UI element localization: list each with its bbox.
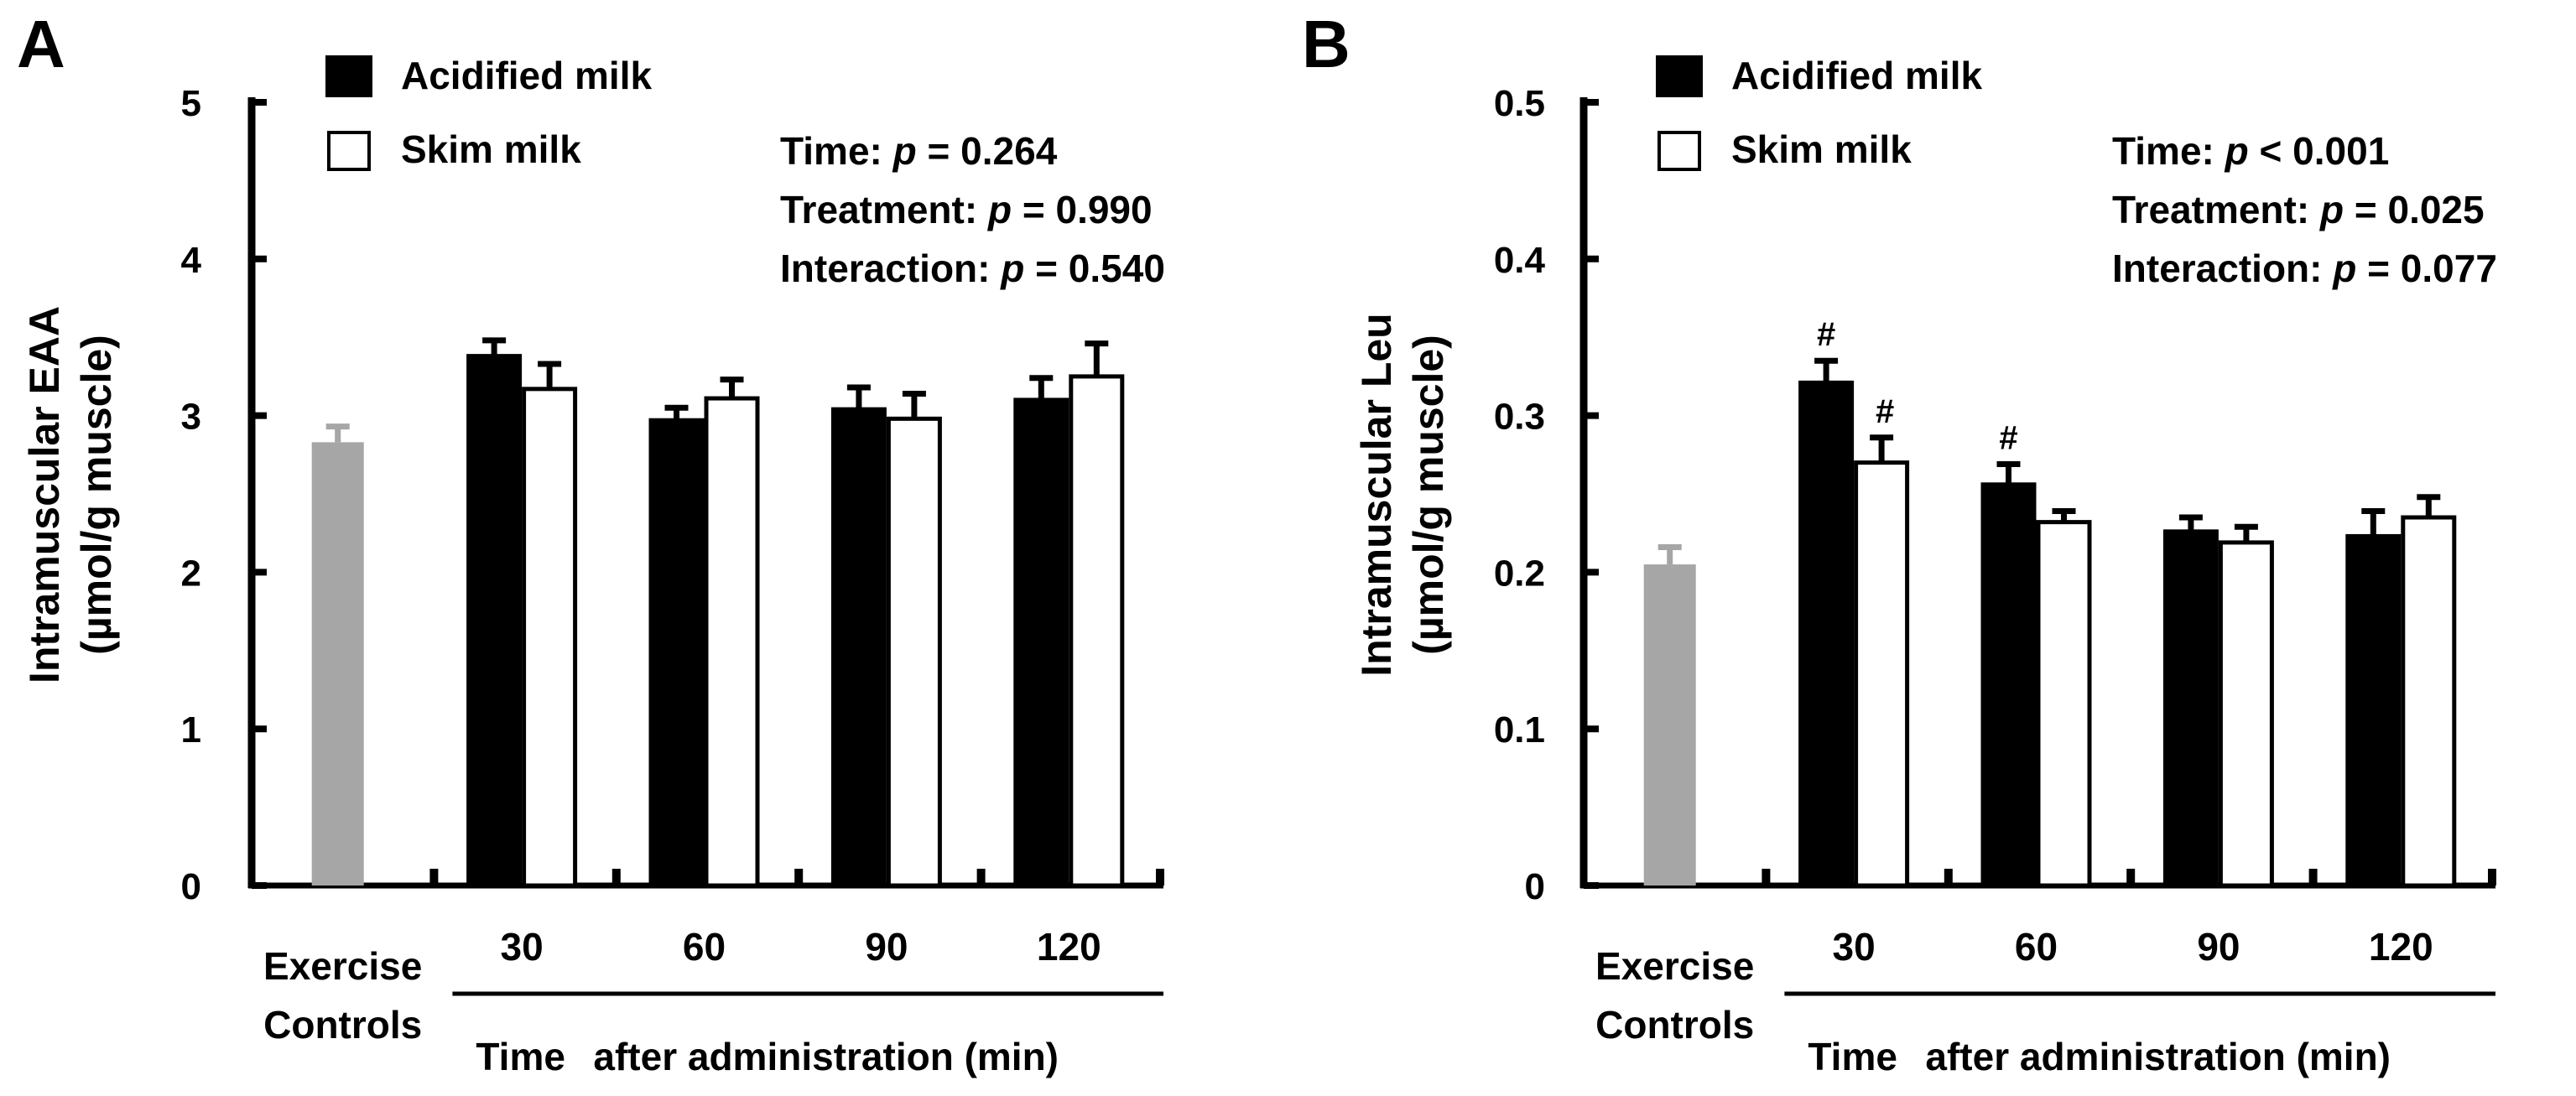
y-tick-label: 0.2 <box>1494 553 1545 594</box>
x-category-label: 90 <box>2197 925 2240 969</box>
y-tick-label: 3 <box>181 397 201 438</box>
bar-skim-milk <box>2401 515 2457 888</box>
y-axis-unit-label: (µmol/g muscle) <box>73 335 120 655</box>
y-tick-label: 0.3 <box>1494 397 1545 438</box>
x-category-label: 30 <box>1833 925 1876 969</box>
stat-annotation: Time: p < 0.001 <box>2112 129 2389 173</box>
y-tick-label: 4 <box>181 240 202 281</box>
panel-label: B <box>1302 7 1350 81</box>
bar-skim-milk <box>1069 374 1125 888</box>
bar-skim-milk <box>2218 540 2274 888</box>
bar-skim-milk <box>2036 520 2092 888</box>
y-axis-label: Intramuscular EAA <box>21 306 68 683</box>
legend-label-acidified-milk: Acidified milk <box>1731 54 1982 97</box>
bar-acidified-milk <box>1798 380 1855 888</box>
legend-label-skim-milk: Skim milk <box>401 127 581 171</box>
x-category-label: 120 <box>1037 925 1101 969</box>
legend-swatch-skim-milk <box>1657 131 1701 171</box>
significance-mark: # <box>1999 420 2017 457</box>
y-tick-label: 0.5 <box>1494 83 1545 124</box>
y-axis-label: Intramuscular Leu <box>1353 313 1400 676</box>
y-tick-label: 0.1 <box>1494 709 1545 751</box>
panel-a: A 0 1 2 3 4 5 Intramuscular EAA (µmol/g muscle) 3… <box>17 7 1165 1078</box>
legend-swatch-acidified-milk <box>1656 55 1703 97</box>
y-tick-label: 0.4 <box>1494 240 1546 281</box>
control-label-line1: Exercise <box>1595 944 1754 988</box>
stat-annotation: Treatment: p = 0.025 <box>2112 188 2485 231</box>
legend-label-skim-milk: Skim milk <box>1731 127 1912 171</box>
x-category-label: 120 <box>2369 925 2433 969</box>
y-tick-label: 0 <box>1525 866 1545 907</box>
bar-skim-milk <box>522 387 578 888</box>
legend-swatch-acidified-milk <box>325 55 372 97</box>
y-tick-label: 1 <box>181 709 201 751</box>
bar-acidified-milk <box>2345 533 2402 888</box>
y-tick-label: 2 <box>181 553 201 594</box>
stat-annotation: Interaction: p = 0.077 <box>2112 247 2497 290</box>
bar-acidified-milk <box>1980 482 2037 888</box>
bar-acidified-milk <box>1013 397 1069 888</box>
stat-annotation: Treatment: p = 0.990 <box>780 188 1153 231</box>
bar-acidified-milk <box>466 354 523 888</box>
control-label-line1: Exercise <box>263 944 422 988</box>
bar-acidified-milk <box>2162 529 2219 888</box>
control-bar <box>311 442 364 886</box>
panel-b: B 0 0.1 0.2 0.3 0.4 0.5 Intramuscular Leu (µmol/… <box>1302 7 2497 1078</box>
legend-swatch-skim-milk <box>327 131 371 171</box>
bar-acidified-milk <box>830 407 887 888</box>
x-category-label: 60 <box>2015 925 2058 969</box>
control-label-line2: Controls <box>1595 1003 1754 1047</box>
control-label-line2: Controls <box>263 1003 422 1047</box>
significance-mark: # <box>1817 316 1835 353</box>
x-category-label: 30 <box>501 925 544 969</box>
x-axis-label-rest: after administration (min) <box>593 1035 1059 1078</box>
x-axis-label-time: Time <box>476 1035 565 1078</box>
y-axis-unit-label: (µmol/g muscle) <box>1405 335 1452 655</box>
x-axis-label-rest: after administration (min) <box>1925 1035 2391 1078</box>
legend-label-acidified-milk: Acidified milk <box>401 54 652 97</box>
stat-annotation: Interaction: p = 0.540 <box>780 247 1165 290</box>
x-axis-label-time: Time <box>1808 1035 1897 1078</box>
significance-mark: # <box>1876 393 1894 430</box>
bar-skim-milk <box>704 396 760 888</box>
bar-skim-milk <box>1854 460 1910 888</box>
x-category-label: 60 <box>683 925 726 969</box>
control-bar <box>1643 564 1696 886</box>
x-category-label: 90 <box>865 925 908 969</box>
y-tick-label: 0 <box>181 866 201 907</box>
panel-label: A <box>17 7 65 81</box>
stat-annotation: Time: p = 0.264 <box>780 129 1058 173</box>
bar-skim-milk <box>886 416 942 888</box>
y-tick-label: 5 <box>181 83 201 124</box>
bar-acidified-milk <box>648 418 705 888</box>
